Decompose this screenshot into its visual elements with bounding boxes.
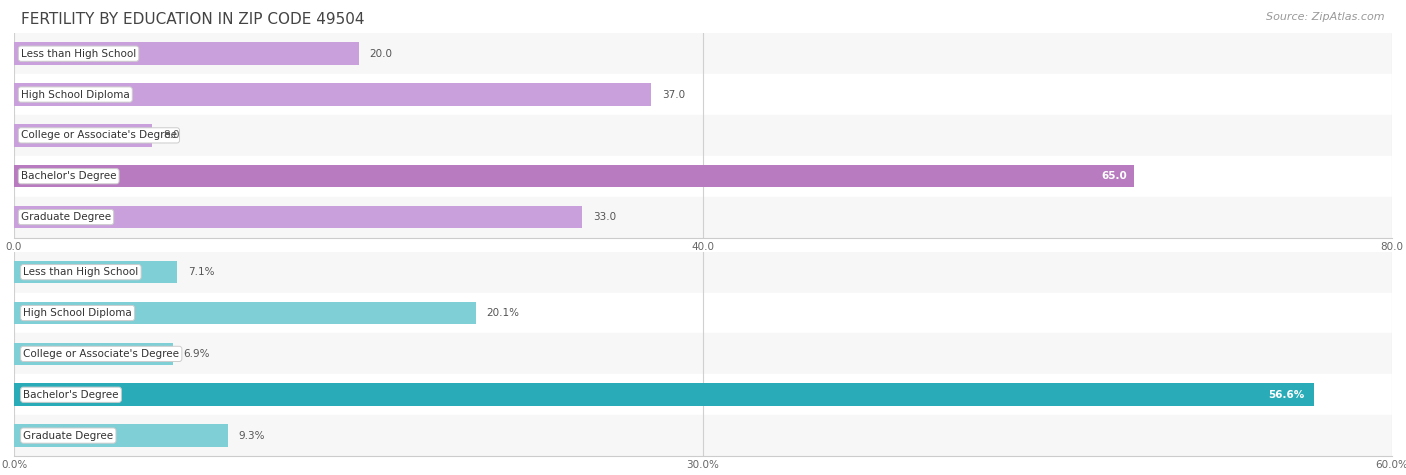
Bar xyxy=(14,383,1313,406)
Bar xyxy=(14,165,1133,188)
Bar xyxy=(14,33,1392,74)
Text: 20.0: 20.0 xyxy=(370,48,392,59)
Bar xyxy=(14,261,177,284)
Text: College or Associate's Degree: College or Associate's Degree xyxy=(21,130,177,141)
Text: Less than High School: Less than High School xyxy=(21,48,136,59)
Bar xyxy=(14,83,651,106)
Bar xyxy=(14,206,582,228)
Bar xyxy=(14,74,1392,115)
Text: Source: ZipAtlas.com: Source: ZipAtlas.com xyxy=(1267,12,1385,22)
Bar xyxy=(14,115,1392,156)
Text: High School Diploma: High School Diploma xyxy=(24,308,132,318)
Bar xyxy=(14,293,1392,333)
Text: 7.1%: 7.1% xyxy=(188,267,215,277)
Text: 6.9%: 6.9% xyxy=(184,349,209,359)
Text: 56.6%: 56.6% xyxy=(1268,390,1305,400)
Text: Graduate Degree: Graduate Degree xyxy=(21,212,111,222)
Bar xyxy=(14,124,152,147)
Bar xyxy=(14,42,359,65)
Text: Bachelor's Degree: Bachelor's Degree xyxy=(21,171,117,181)
Text: 33.0: 33.0 xyxy=(593,212,617,222)
Bar xyxy=(14,342,173,365)
Text: College or Associate's Degree: College or Associate's Degree xyxy=(24,349,179,359)
Bar xyxy=(14,424,228,447)
Bar xyxy=(14,415,1392,456)
Text: Less than High School: Less than High School xyxy=(24,267,139,277)
Bar xyxy=(14,302,475,324)
Text: 37.0: 37.0 xyxy=(662,89,686,100)
Bar xyxy=(14,156,1392,197)
Text: 9.3%: 9.3% xyxy=(239,430,266,441)
Text: 20.1%: 20.1% xyxy=(486,308,520,318)
Bar xyxy=(14,333,1392,374)
Text: High School Diploma: High School Diploma xyxy=(21,89,129,100)
Text: 8.0: 8.0 xyxy=(163,130,180,141)
Text: Graduate Degree: Graduate Degree xyxy=(24,430,114,441)
Text: 65.0: 65.0 xyxy=(1101,171,1126,181)
Bar xyxy=(14,252,1392,293)
Text: Bachelor's Degree: Bachelor's Degree xyxy=(24,390,118,400)
Text: FERTILITY BY EDUCATION IN ZIP CODE 49504: FERTILITY BY EDUCATION IN ZIP CODE 49504 xyxy=(21,12,364,27)
Bar xyxy=(14,197,1392,238)
Bar xyxy=(14,374,1392,415)
